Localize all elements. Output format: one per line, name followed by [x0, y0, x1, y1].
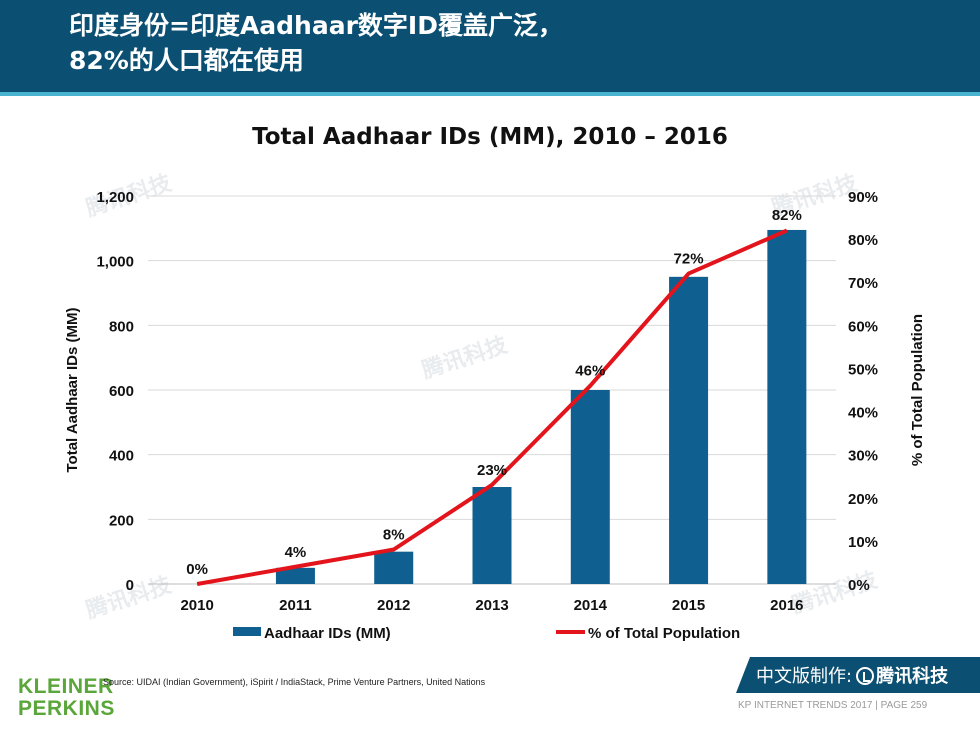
- y2-tick-label: 80%: [848, 232, 878, 249]
- y-tick-label: 600: [109, 383, 134, 400]
- legend-label-line: % of Total Population: [588, 625, 740, 642]
- data-label: 72%: [674, 251, 704, 268]
- y-tick-label: 0: [126, 577, 134, 594]
- logo-line-2: PERKINS: [18, 697, 115, 720]
- chart-title: Total Aadhaar IDs (MM), 2010 – 2016: [252, 124, 728, 150]
- y2-tick-label: 30%: [848, 448, 878, 465]
- cn-credit-text: 中文版制作: 腾讯科技: [756, 662, 948, 688]
- data-label: 4%: [285, 544, 307, 561]
- population-line: [196, 228, 788, 586]
- page-title-line-2: 82%的人口都在使用: [69, 46, 304, 75]
- y2-tick-label: 60%: [848, 318, 878, 335]
- data-label: 8%: [383, 527, 405, 544]
- combo-chart: 0 200 400 600 800 1,000 1,200 0% 10% 20% 30% 40% 50%…: [64, 189, 926, 642]
- footer-page-info: KP INTERNET TRENDS 2017 | PAGE 259: [738, 700, 928, 711]
- bar: [472, 487, 512, 584]
- legend-swatch-bar: [233, 627, 261, 636]
- y2-tick-label: 10%: [848, 534, 878, 551]
- x-tick-label: 2010: [180, 597, 213, 614]
- data-label: 23%: [477, 462, 507, 479]
- logo-line-1: KLEINER: [18, 675, 114, 698]
- tencent-logo-icon: [856, 667, 875, 685]
- cn-credit-banner: 中文版制作: 腾讯科技: [736, 657, 980, 693]
- legend-label-bar: Aadhaar IDs (MM): [264, 625, 391, 642]
- x-tick-label: 2015: [672, 597, 705, 614]
- data-label: 0%: [186, 561, 208, 578]
- y2-tick-label: 20%: [848, 491, 878, 508]
- page-title: 印度身份=印度Aadhaar数字ID覆盖广泛， 82%的人口都在使用: [69, 8, 563, 78]
- x-tick-label: 2016: [770, 597, 803, 614]
- y2-tick-label: 50%: [848, 361, 878, 378]
- x-tick-label: 2012: [377, 597, 410, 614]
- y-tick-label: 200: [109, 512, 134, 529]
- y2-tick-label: 70%: [848, 275, 878, 292]
- bar: [374, 551, 414, 584]
- x-tick-label: 2014: [574, 597, 608, 614]
- x-tick-label: 2013: [475, 597, 508, 614]
- source-note: Source: UIDAI (Indian Government), iSpir…: [103, 677, 486, 687]
- y2-tick-label: 40%: [848, 405, 878, 422]
- header-bar: [0, 0, 980, 92]
- bar: [767, 229, 807, 584]
- y-tick-label: 400: [109, 448, 134, 465]
- y-tick-label: 1,000: [96, 254, 134, 271]
- cn-credit-brand: 腾讯科技: [876, 666, 949, 687]
- y2-tick-label: 0%: [848, 577, 870, 594]
- cn-credit-label: 中文版制作:: [756, 666, 853, 687]
- y-axis-title: Total Aadhaar IDs (MM): [64, 307, 81, 472]
- y-tick-label: 1,200: [96, 189, 134, 206]
- header-accent-line: [0, 92, 980, 96]
- bar: [570, 390, 610, 584]
- bar: [669, 276, 709, 584]
- page-title-line-1: 印度身份=印度Aadhaar数字ID覆盖广泛，: [69, 11, 563, 40]
- x-tick-label: 2011: [279, 597, 312, 614]
- y-tick-label: 800: [109, 318, 134, 335]
- y2-axis-title: % of Total Population: [909, 314, 926, 466]
- bar: [275, 567, 315, 584]
- kleiner-perkins-logo: KLEINER PERKINS: [18, 676, 115, 720]
- y2-tick-label: 90%: [848, 189, 878, 206]
- data-label: 46%: [575, 363, 605, 380]
- data-label: 82%: [772, 207, 802, 224]
